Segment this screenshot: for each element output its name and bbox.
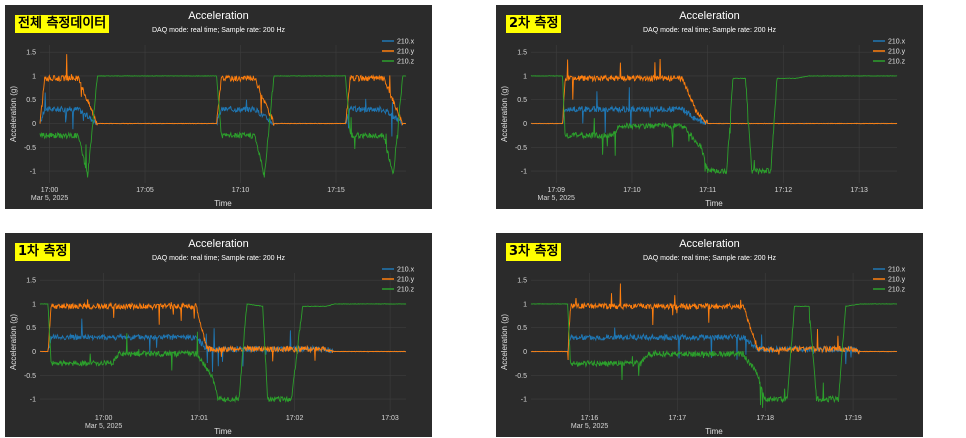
chart-title: Acceleration <box>188 10 249 22</box>
panel-tag: 3차 측정 <box>506 243 562 261</box>
y-axis-label: Acceleration (g) <box>9 314 18 370</box>
x-tick-label: 17:00 <box>41 187 59 194</box>
chart-subtitle: DAQ mode: real time; Sample rate: 200 Hz <box>152 255 286 262</box>
y-tick-label: 0 <box>32 121 36 128</box>
series-line-210-z <box>39 303 407 403</box>
chart-panel-run-3: 1.5 1 0.5 0 -0.5 -1 17:16 Mar 5, 2025 17:17 17:18… <box>496 233 923 437</box>
y-tick-label: 1 <box>32 301 36 308</box>
chart-title: Acceleration <box>679 238 740 250</box>
y-tick-label: 1.5 <box>26 278 36 285</box>
y-tick-label: 0 <box>523 121 527 128</box>
chart-title: Acceleration <box>679 10 740 22</box>
x-tick-label: 17:19 <box>844 415 862 422</box>
chart-panel-run-1: 1.5 1 0.5 0 -0.5 -1 17:00 Mar 5, 2025 17:01 17:02… <box>5 233 432 437</box>
date-label: Mar 5, 2025 <box>538 195 575 202</box>
series-line-210-x <box>530 87 898 133</box>
y-tick-label: 1 <box>523 301 527 308</box>
y-tick-label: -1 <box>521 397 527 404</box>
date-label: Mar 5, 2025 <box>31 195 68 202</box>
legend-label: 210.x <box>888 39 906 46</box>
y-tick-label: 0 <box>523 349 527 356</box>
y-tick-label: -1 <box>521 169 527 176</box>
y-tick-label: 1.5 <box>26 50 36 57</box>
date-label: Mar 5, 2025 <box>85 423 122 430</box>
legend-label: 210.x <box>397 39 415 46</box>
x-tick-label: 17:03 <box>381 415 399 422</box>
x-axis-label: Time <box>214 199 232 208</box>
x-tick-label: 17:02 <box>286 415 304 422</box>
x-tick-label: 17:17 <box>669 415 687 422</box>
chart-subtitle: DAQ mode: real time; Sample rate: 200 Hz <box>643 255 777 262</box>
y-tick-label: -1 <box>30 397 36 404</box>
series-line-210-x <box>39 318 407 372</box>
chart-subtitle: DAQ mode: real time; Sample rate: 200 Hz <box>643 27 777 34</box>
x-tick-label: 17:00 <box>95 415 113 422</box>
x-tick-label: 17:10 <box>232 187 250 194</box>
legend-label: 210.y <box>888 49 906 56</box>
x-axis-label: Time <box>705 199 723 208</box>
series-line-210-z <box>530 75 898 176</box>
y-axis-label: Acceleration (g) <box>500 86 509 142</box>
x-axis-label: Time <box>214 427 232 436</box>
x-tick-label: 17:05 <box>136 187 154 194</box>
series-line-210-y <box>39 54 407 126</box>
y-tick-label: -0.5 <box>24 373 36 380</box>
series-line-210-y <box>530 283 898 361</box>
y-tick-label: 0.5 <box>517 97 527 104</box>
panel-tag: 전체 측정데이터 <box>15 15 110 33</box>
chart-subtitle: DAQ mode: real time; Sample rate: 200 Hz <box>152 27 286 34</box>
y-tick-label: 0 <box>32 349 36 356</box>
legend-label: 210.x <box>397 267 415 274</box>
y-axis-label: Acceleration (g) <box>9 86 18 142</box>
x-tick-label: 17:15 <box>327 187 345 194</box>
chart-panel-overall: 1.5 1 0.5 0 -0.5 -1 17:00 Mar 5, 2025 17:05 17:10… <box>5 5 432 209</box>
legend-label: 210.z <box>397 59 415 66</box>
legend-label: 210.y <box>397 49 415 56</box>
legend-label: 210.z <box>888 59 906 66</box>
legend-label: 210.y <box>397 277 415 284</box>
legend-label: 210.z <box>888 287 906 294</box>
y-tick-label: 1 <box>523 73 527 80</box>
x-axis-label: Time <box>705 427 723 436</box>
date-label: Mar 5, 2025 <box>571 423 608 430</box>
legend-label: 210.y <box>888 277 906 284</box>
x-tick-label: 17:09 <box>547 187 565 194</box>
y-tick-label: 0.5 <box>26 97 36 104</box>
y-tick-label: 1.5 <box>517 278 527 285</box>
y-tick-label: 1 <box>32 73 36 80</box>
y-tick-label: -1 <box>30 169 36 176</box>
x-tick-label: 17:16 <box>581 415 599 422</box>
y-tick-label: 0.5 <box>26 325 36 332</box>
legend-label: 210.z <box>397 287 415 294</box>
x-tick-label: 17:11 <box>699 187 716 194</box>
y-tick-label: 0.5 <box>517 325 527 332</box>
y-tick-label: -0.5 <box>24 145 36 152</box>
x-tick-label: 17:10 <box>623 187 641 194</box>
panel-tag: 2차 측정 <box>506 15 562 33</box>
x-tick-label: 17:12 <box>775 187 793 194</box>
y-tick-label: -0.5 <box>515 373 527 380</box>
y-axis-label: Acceleration (g) <box>500 314 509 370</box>
series-line-210-z <box>39 75 407 178</box>
y-tick-label: 1.5 <box>517 50 527 57</box>
chart-title: Acceleration <box>188 238 249 250</box>
legend-label: 210.x <box>888 267 906 274</box>
panel-tag: 1차 측정 <box>15 243 71 261</box>
x-tick-label: 17:18 <box>756 415 774 422</box>
y-tick-label: -0.5 <box>515 145 527 152</box>
chart-panel-run-2: 1.5 1 0.5 0 -0.5 -1 17:09 Mar 5, 2025 17:10 17:11… <box>496 5 923 209</box>
series-line-210-y <box>39 299 406 362</box>
x-tick-label: 17:01 <box>190 415 208 422</box>
series-line-210-z <box>530 303 897 408</box>
x-tick-label: 17:13 <box>850 187 868 194</box>
series-line-210-y <box>530 58 898 126</box>
